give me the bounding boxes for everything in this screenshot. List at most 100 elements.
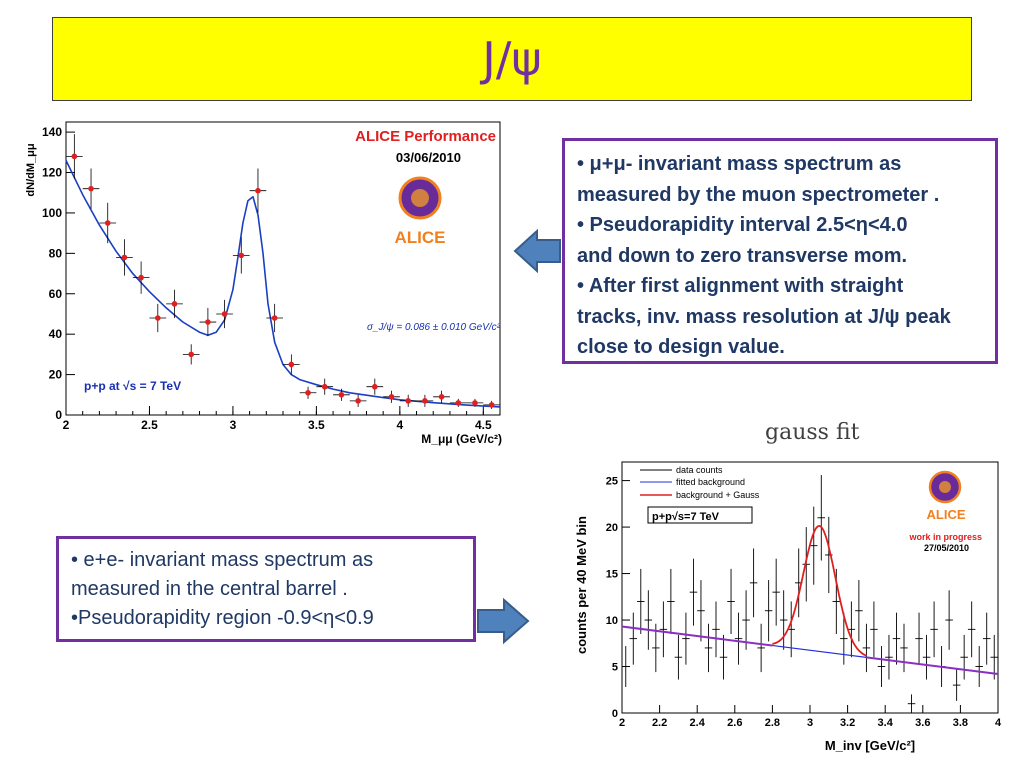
chart2-alice-logo: ALICE: [927, 470, 966, 522]
chart2-xtick-label: 2.4: [690, 717, 706, 729]
chart1-data-point: [355, 398, 361, 404]
chart2-overlap-left: [621, 625, 773, 647]
alice-logo-core: [411, 189, 429, 207]
chart2-xtick-label: 3.2: [840, 717, 855, 729]
chart1-data-point: [305, 389, 311, 396]
legend-label-gauss: background + Gauss: [676, 490, 760, 500]
chart1-xtick-label: 3: [230, 418, 237, 432]
chart1-ylabel: dN/dM_μμ: [25, 143, 37, 196]
chart2-ytick-label: 10: [606, 615, 618, 627]
chart2-ytick-label: 25: [606, 476, 618, 488]
chart1-data-point: [121, 254, 128, 261]
chart1-data-point: [288, 361, 295, 368]
chart1-data-point: [338, 391, 345, 398]
chart2-xtick-label: 2.6: [727, 717, 742, 729]
chart1-ytick-label: 20: [49, 368, 63, 382]
muon-description-box: • μ+μ- invariant mass spectrum as measur…: [562, 138, 998, 364]
slide-title: J/ψ: [482, 32, 542, 86]
chart1-data-point: [388, 394, 395, 400]
chart2-xtick-label: 3: [807, 717, 813, 729]
chart1-ytick-label: 80: [49, 246, 63, 260]
chart1-xlabel: M_μμ (GeV/c²): [421, 432, 502, 446]
chart2-xtick-label: 3.4: [878, 717, 894, 729]
chart1-data-point: [472, 400, 478, 406]
chart1-data-point: [255, 187, 261, 194]
dielectron-mass-chart: 2 2.2 2.4 2.6 2.8 3 3.2 3.4 3.6 3.8 4 0 5 10 15 20 25 da…: [574, 461, 1002, 753]
chart1-data-point: [438, 394, 445, 400]
chart2-status: work in progress: [908, 532, 982, 542]
chart2-date: 27/05/2010: [924, 543, 969, 553]
chart1-data-point: [321, 383, 328, 390]
muon-line-5: • After first alignment with straight: [577, 275, 904, 297]
electron-line-2: measured in the central barrel .: [71, 578, 348, 600]
legend-label-data: data counts: [676, 465, 723, 475]
chart2-ytick-label: 15: [606, 569, 618, 581]
chart1-data-point: [221, 311, 228, 317]
chart1-ytick-label: 60: [49, 287, 63, 301]
chart1-ytick-label: 120: [42, 166, 62, 180]
chart2-overlap-right: [866, 656, 999, 675]
muon-line-2: measured by the muon spectrometer .: [577, 183, 940, 206]
slide-title-bar: J/ψ: [52, 17, 972, 101]
muon-line-7: close to design value.: [577, 336, 785, 358]
chart2-logo-text: ALICE: [927, 507, 966, 522]
electron-description-box: • e+e- invariant mass spectrum as measur…: [56, 536, 476, 642]
chart1-data-point: [205, 319, 211, 325]
chart2-ytick-label: 20: [606, 522, 618, 534]
chart2-xtick-label: 2.2: [652, 717, 667, 729]
chart2-xtick-label: 3.8: [953, 717, 968, 729]
chart1-xtick-label: 4: [397, 418, 404, 432]
chart1-xtick-label: 3.5: [308, 418, 325, 432]
electron-line-3: •Pseudorapidity region -0.9<η<0.9: [71, 607, 374, 629]
chart1-data-point: [488, 402, 495, 408]
chart1-sigma-annotation: σ_J/ψ = 0.086 ± 0.010 GeV/c²: [367, 322, 501, 333]
chart1-ytick-label: 140: [42, 125, 62, 139]
chart2-legend: data counts fitted background background…: [640, 465, 760, 500]
chart1-data-point: [455, 400, 462, 406]
alice-logo-core-2: [939, 481, 951, 493]
chart2-xtick-label: 2: [619, 717, 625, 729]
chart1-date: 03/06/2010: [396, 150, 461, 165]
chart2-ytick-label: 5: [612, 662, 618, 674]
chart1-data-point: [171, 301, 178, 307]
chart1-data-point: [405, 398, 411, 404]
chart1-title: ALICE Performance: [355, 128, 496, 145]
chart2-ylabel: counts per 40 MeV bin: [574, 516, 589, 654]
chart1-xtick-label: 4.5: [475, 418, 492, 432]
dimuon-mass-chart: 2 2.5 3 3.5 4 4.5 0 20 40 60 80 100 120 140 ALICE Per…: [25, 121, 502, 446]
chart1-ytick-label: 100: [42, 206, 62, 220]
legend-label-background: fitted background: [676, 477, 745, 487]
chart1-fit-curve: [65, 160, 501, 408]
chart1-axes: 2 2.5 3 3.5 4 4.5 0 20 40 60 80 100 120 140: [42, 121, 501, 432]
muon-line-4: and down to zero transverse mom.: [577, 244, 908, 267]
chart2-xtick-label: 3.6: [915, 717, 930, 729]
chart1-xtick-label: 2.5: [141, 418, 158, 432]
chart2-gauss-fit: [772, 524, 867, 657]
chart1-data-point: [104, 220, 111, 226]
chart2-xtick-label: 2.8: [765, 717, 780, 729]
chart2-gauss-curve: [772, 524, 867, 657]
chart1-ytick-label: 40: [49, 327, 63, 341]
chart1-fit-line: [65, 160, 501, 408]
chart2-axes: 2 2.2 2.4 2.6 2.8 3 3.2 3.4 3.6 3.8 4 0 5 10 15 20 25: [606, 461, 1002, 729]
chart1-data-point: [188, 351, 194, 358]
chart1-data-point: [238, 252, 245, 259]
chart2-background-line: [621, 625, 999, 675]
chart2-data-histogram: [622, 475, 998, 713]
electron-line-1: • e+e- invariant mass spectrum as: [71, 549, 374, 571]
chart1-data-point: [88, 185, 94, 192]
chart2-xtick-label: 4: [995, 717, 1002, 729]
chart2-ytick-label: 0: [612, 708, 618, 720]
muon-line-6: tracks, inv. mass resolution at J/ψ peak: [577, 305, 951, 328]
chart1-data-point: [138, 274, 144, 281]
muon-line-1: • μ+μ- invariant mass spectrum as: [577, 153, 902, 175]
chart1-data-point: [372, 383, 378, 390]
chart1-ytick-label: 0: [55, 408, 62, 422]
chart1-data-point: [271, 315, 278, 321]
chart1-data-points: [66, 134, 500, 409]
chart2-xlabel: M_inv [GeV/c²]: [825, 738, 915, 753]
chart1-data-point: [422, 398, 428, 404]
chart1-xtick-label: 2: [63, 418, 70, 432]
chart2-energy-box: [647, 506, 753, 524]
muon-line-3: • Pseudorapidity interval 2.5<η<4.0: [577, 214, 908, 236]
